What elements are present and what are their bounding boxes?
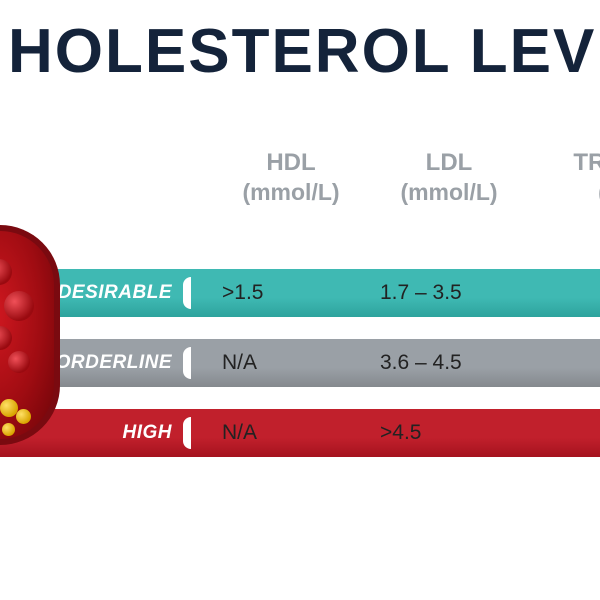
blood-cell (0, 259, 12, 285)
fat-globule (2, 423, 15, 436)
column-header-line2: (mmol/L) (216, 178, 366, 207)
artery-inner (0, 231, 54, 439)
column-header-line2: ( (542, 178, 600, 207)
column-header-line1: TRIG (542, 148, 600, 178)
artery-illustration (0, 225, 60, 445)
blood-cell (0, 326, 12, 350)
value-cell: 1.7 – 3.5 (380, 269, 462, 317)
blood-cell (8, 351, 30, 373)
page-title: HOLESTEROL LEV (8, 16, 596, 87)
row-label: DESIRABLE (58, 282, 172, 304)
column-header-ldl: LDL(mmol/L) (374, 148, 524, 207)
column-header-line1: LDL (374, 148, 524, 178)
fat-globule (16, 409, 31, 424)
column-header-hdl: HDL(mmol/L) (216, 148, 366, 207)
blood-cell (4, 291, 34, 321)
value-cell: >1.5 (222, 269, 263, 317)
cholesterol-infographic: HOLESTEROL LEV HDL(mmol/L)LDL(mmol/L)TRI… (0, 0, 600, 600)
row-label: BORDERLINE (41, 352, 172, 374)
value-cell: N/A (222, 339, 257, 387)
value-cell: >4.5 (380, 409, 421, 457)
column-header-trig: TRIG( (542, 148, 600, 207)
value-cell: N/A (222, 409, 257, 457)
column-header-line1: HDL (216, 148, 366, 178)
value-cell: 3.6 – 4.5 (380, 339, 462, 387)
table-header-row: HDL(mmol/L)LDL(mmol/L)TRIG( (0, 148, 600, 218)
column-header-line2: (mmol/L) (374, 178, 524, 207)
row-label: HIGH (123, 422, 173, 444)
